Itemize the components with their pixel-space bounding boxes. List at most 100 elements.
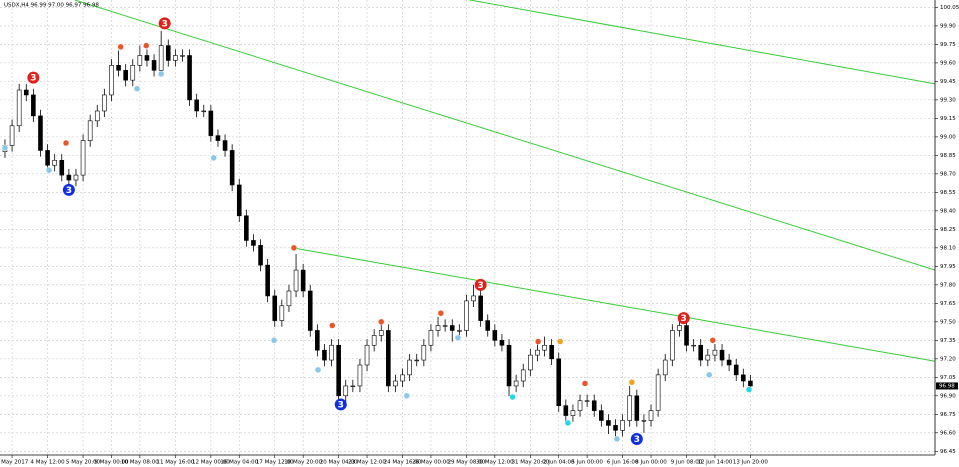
- candle-body: [570, 410, 576, 416]
- candle-body: [265, 264, 270, 297]
- candle-body: [705, 354, 711, 361]
- candle-body: [641, 420, 647, 422]
- candle-body: [59, 159, 65, 176]
- y-tick-label: 97.20: [940, 356, 956, 362]
- signal-marker: [62, 183, 75, 196]
- signal-dot: [1, 144, 9, 152]
- signal-marker: [158, 17, 171, 30]
- candle-body: [478, 295, 483, 321]
- candle-body: [549, 344, 554, 360]
- candle-body: [606, 420, 611, 426]
- signal-dot: [133, 85, 141, 93]
- candle-body: [279, 305, 285, 321]
- candle-body: [506, 344, 512, 387]
- candle-body: [577, 400, 583, 411]
- candle-body: [542, 344, 547, 351]
- signal-dot: [628, 378, 636, 386]
- signal-dot: [377, 318, 385, 326]
- candle-body: [52, 159, 57, 166]
- y-tick-label: 96.90: [940, 393, 956, 399]
- candle-body: [414, 359, 420, 362]
- candle-body: [698, 344, 704, 361]
- candle-body: [180, 55, 185, 57]
- signal-dot: [45, 166, 53, 174]
- signal-label: 3: [30, 74, 36, 84]
- x-tick-label: 5 Jun 00:00: [571, 460, 603, 466]
- candle-body: [357, 364, 363, 387]
- candle-body: [258, 245, 263, 266]
- candle-body: [144, 55, 150, 61]
- candle-body: [535, 349, 540, 356]
- signal-dot: [534, 338, 542, 345]
- y-tick-label: 97.95: [940, 264, 956, 270]
- x-tick-label: 2 Jun 04:00: [543, 460, 575, 466]
- candle-body: [684, 325, 689, 346]
- candle-body: [87, 120, 93, 141]
- candle-body: [173, 55, 178, 61]
- candle-body: [307, 290, 313, 331]
- candle-body: [620, 420, 625, 431]
- candle-body: [329, 344, 334, 361]
- candle-body: [520, 369, 526, 382]
- signal-dot: [142, 42, 150, 49]
- candle-body: [485, 320, 491, 331]
- candle-body: [634, 395, 640, 421]
- y-tick-label: 99.90: [940, 23, 956, 29]
- x-tick-label: 12 May 00:00: [192, 460, 230, 466]
- signal-dot: [613, 435, 621, 443]
- x-tick-label: 17 May 12:00: [256, 460, 294, 466]
- candle-body: [513, 380, 519, 387]
- candle-body: [464, 300, 469, 331]
- candle-body: [80, 140, 86, 176]
- candle-body: [336, 344, 341, 397]
- signal-label: 3: [681, 314, 687, 324]
- x-tick-label: 29 May 08:00: [448, 460, 486, 466]
- candle-body: [229, 150, 235, 186]
- signal-dot: [705, 371, 713, 379]
- y-tick-label: 99.75: [940, 42, 956, 48]
- candle-body: [109, 65, 114, 96]
- candle-body: [741, 374, 746, 382]
- candle-body: [471, 295, 476, 302]
- x-tick-label: 9 Jun 08:00: [671, 460, 703, 466]
- signal-marker: [27, 71, 40, 84]
- candle-body: [748, 380, 753, 387]
- signal-label: 3: [478, 281, 484, 291]
- candle-body: [187, 55, 192, 101]
- x-tick-label: 2 May 2017: [0, 460, 29, 466]
- candle-body: [584, 400, 590, 402]
- candle-body: [102, 94, 107, 112]
- signal-marker: [474, 278, 487, 291]
- candle-body: [627, 395, 633, 421]
- candle-body: [400, 374, 405, 382]
- y-tick-label: 98.85: [940, 153, 956, 159]
- signal-dot: [117, 43, 124, 51]
- candle-body: [286, 290, 292, 307]
- candle-body: [613, 425, 618, 431]
- current-price-label: 96.98: [939, 383, 955, 389]
- y-tick-label: 96.45: [940, 449, 956, 455]
- candle-body: [435, 325, 441, 331]
- candle-body: [23, 89, 29, 96]
- signal-dot: [157, 70, 165, 78]
- signal-dot: [556, 338, 564, 345]
- trendline: [469, 0, 935, 85]
- candle-body: [457, 330, 462, 332]
- signal-dot: [745, 386, 753, 393]
- signal-dot: [564, 419, 572, 427]
- y-tick-label: 99.45: [940, 79, 956, 85]
- candle-body: [9, 125, 15, 146]
- candle-body: [38, 115, 43, 151]
- candle-body: [272, 295, 278, 321]
- candle-body: [94, 110, 100, 122]
- candle-body: [73, 174, 79, 181]
- candle-body: [137, 55, 143, 66]
- candle-body: [364, 344, 370, 366]
- signal-marker: [677, 312, 690, 325]
- candle-body: [244, 215, 249, 241]
- signal-dot: [437, 309, 445, 317]
- y-tick-label: 98.10: [940, 245, 956, 251]
- candle-body: [407, 359, 412, 376]
- candle-body: [719, 349, 725, 361]
- candle-body: [599, 410, 604, 421]
